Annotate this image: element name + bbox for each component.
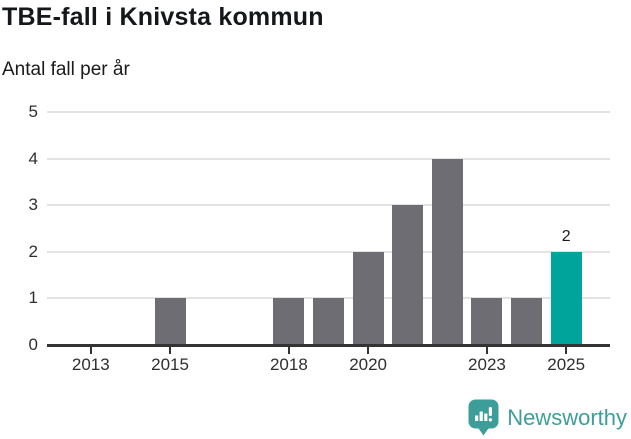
x-tick-label-2025: 2025: [547, 355, 586, 374]
y-tick-label-3: 3: [28, 195, 38, 215]
bar-2022: [431, 158, 463, 345]
bar-2023: [471, 298, 503, 345]
newsworthy-bar-chart-bubble-icon: [468, 399, 499, 436]
bar-2024: [511, 298, 543, 345]
bar-2018: [273, 298, 305, 345]
x-tick-2018: [287, 347, 290, 354]
chart-title: TBE-fall i Knivsta kommun: [2, 3, 324, 31]
x-tick-label-2020: 2020: [349, 355, 388, 374]
bar-chart-plot-area: [47, 111, 610, 345]
gridline-5: [47, 111, 610, 113]
bar-2021: [392, 205, 424, 345]
bar-2019: [313, 298, 344, 345]
x-tick-label-2018: 2018: [269, 355, 308, 374]
x-tick-label-2013: 2013: [71, 355, 110, 374]
x-axis-line: [47, 344, 610, 347]
x-tick-2020: [367, 347, 370, 354]
y-tick-label-1: 1: [28, 288, 38, 308]
gridline-2: [47, 250, 610, 253]
x-tick-label-2023: 2023: [468, 355, 506, 374]
y-tick-label-5: 5: [28, 102, 38, 121]
x-tick-2013: [89, 347, 92, 354]
highlight-value-label: 2: [561, 227, 571, 245]
bar-2020: [352, 251, 384, 345]
gridline-4: [47, 157, 610, 160]
y-tick-label-4: 4: [28, 148, 38, 168]
x-tick-2025: [565, 347, 568, 354]
chart-subtitle: Antal fall per år: [2, 59, 130, 80]
gridline-1: [47, 297, 610, 300]
x-tick-2015: [169, 347, 172, 354]
bar-2025: [550, 251, 582, 345]
y-tick-label-2: 2: [28, 241, 38, 261]
x-tick-2023: [485, 347, 488, 354]
y-tick-label-0: 0: [28, 335, 38, 354]
newsworthy-brand-text: Newsworthy: [507, 404, 627, 430]
gridline-3: [47, 204, 610, 207]
newsworthy-logo[interactable]: Newsworthy: [468, 399, 627, 436]
bar-2015: [154, 298, 186, 345]
x-tick-label-2015: 2015: [151, 355, 189, 374]
